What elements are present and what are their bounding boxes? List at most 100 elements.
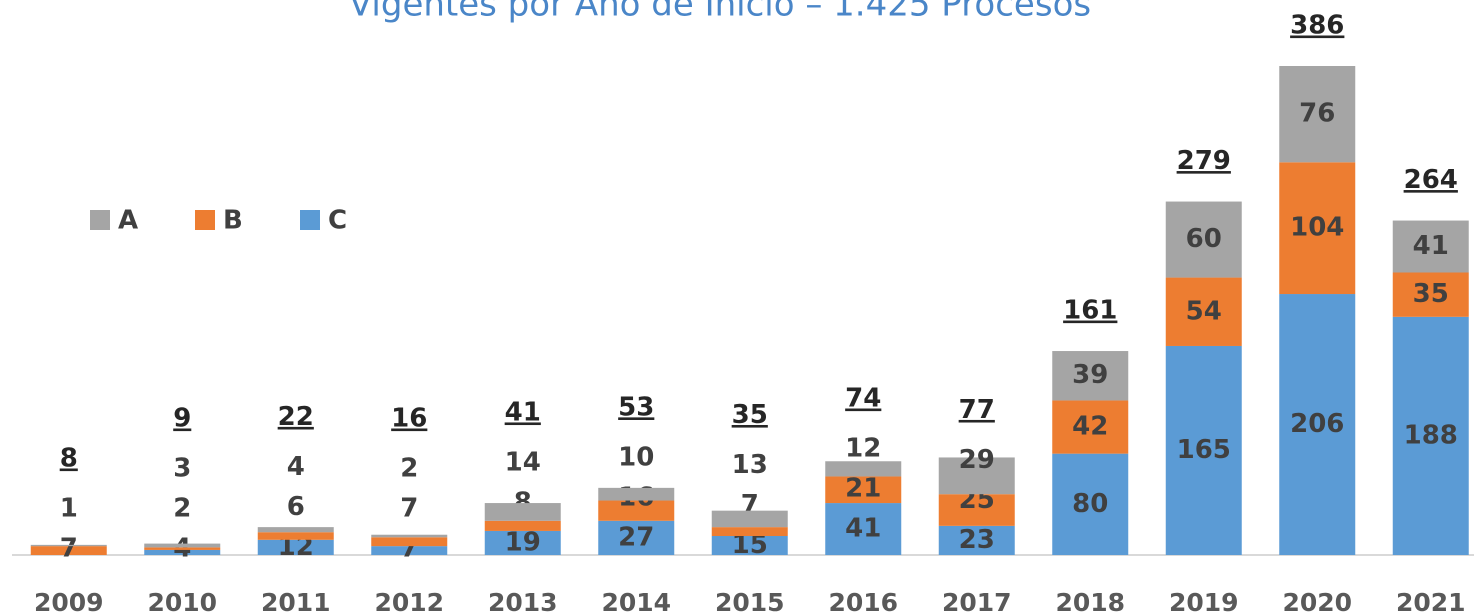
total-label: 35: [732, 400, 768, 430]
data-label: 2: [173, 494, 191, 524]
total-label: 77: [959, 395, 995, 425]
bar-segment: [484, 503, 561, 521]
x-tick-label: 2019: [1169, 588, 1239, 615]
bar-segment: [938, 457, 1015, 495]
bar-segment: [30, 544, 107, 547]
bar-segment: [598, 487, 675, 501]
bar-segment: [257, 539, 334, 555]
bar-segment: [1279, 162, 1356, 295]
x-tick-label: 2011: [261, 588, 331, 615]
legend-swatch: [300, 210, 320, 230]
total-label: 8: [60, 444, 78, 474]
data-label: 76: [1299, 99, 1335, 129]
data-label: 41: [845, 514, 881, 544]
data-label: 29: [959, 445, 995, 475]
legend-swatch: [195, 210, 215, 230]
data-label: 13: [732, 450, 768, 480]
data-label: 7: [400, 494, 418, 524]
data-label: 206: [1290, 409, 1344, 439]
bar-segment: [1279, 294, 1356, 555]
data-label: 41: [1413, 231, 1449, 261]
x-tick-label: 2021: [1396, 588, 1466, 615]
legend-label: A: [118, 206, 138, 236]
total-label: 386: [1290, 11, 1344, 41]
bar-segment: [1052, 453, 1129, 555]
total-label: 53: [618, 392, 654, 422]
bar-segment: [711, 535, 788, 555]
data-label: 10: [618, 442, 654, 472]
data-label: 35: [1413, 279, 1449, 309]
x-tick-label: 2020: [1282, 588, 1352, 615]
data-label: 19: [505, 527, 541, 557]
bar-segment: [144, 543, 221, 548]
bar-segment: [1052, 400, 1129, 454]
legend-label: C: [328, 206, 347, 236]
bar-segment: [1392, 272, 1469, 317]
data-label: 165: [1177, 435, 1231, 465]
data-label: 80: [1072, 489, 1108, 519]
bar-segment: [257, 532, 334, 540]
bar-segment: [371, 546, 448, 555]
data-label: 1: [60, 494, 78, 524]
data-label: 3: [173, 454, 191, 484]
bar-segment: [825, 476, 902, 504]
bar-segment: [938, 525, 1015, 555]
bar-segment: [825, 461, 902, 477]
x-tick-label: 2015: [715, 588, 785, 615]
data-label: 4: [287, 452, 305, 482]
bar-segment: [1279, 66, 1356, 163]
x-tick-label: 2013: [488, 588, 558, 615]
data-label: 2: [400, 454, 418, 484]
bar-segment: [1165, 277, 1242, 346]
legend-swatch: [90, 210, 110, 230]
data-label: 23: [959, 525, 995, 555]
bar-segment: [1392, 316, 1469, 555]
bar-segment: [1052, 351, 1129, 401]
bar-segment: [711, 527, 788, 536]
total-label: 264: [1404, 165, 1458, 195]
data-label: 104: [1290, 213, 1344, 243]
bar-segment: [484, 520, 561, 531]
x-tick-label: 2017: [942, 588, 1012, 615]
bar-segment: [371, 537, 448, 547]
bar-segment: [484, 530, 561, 555]
bar-segment: [938, 494, 1015, 526]
total-label: 41: [505, 397, 541, 427]
bar-segment: [144, 547, 221, 550]
legend-label: B: [223, 206, 243, 236]
data-label: 39: [1072, 360, 1108, 390]
bar-segment: [371, 534, 448, 538]
bar-segment: [1392, 220, 1469, 273]
bar-segment: [711, 510, 788, 528]
total-label: 161: [1063, 296, 1117, 326]
bar-segment: [30, 546, 107, 555]
data-label: 42: [1072, 412, 1108, 442]
bar-segment: [144, 549, 221, 555]
total-label: 22: [278, 402, 314, 432]
data-label: 21: [845, 474, 881, 504]
x-tick-label: 2016: [828, 588, 898, 615]
x-tick-label: 2012: [374, 588, 444, 615]
bar-segment: [825, 503, 902, 555]
data-label: 188: [1404, 420, 1458, 450]
bar-segment: [598, 520, 675, 555]
total-label: 279: [1177, 146, 1231, 176]
data-label: 6: [287, 492, 305, 522]
x-tick-label: 2010: [147, 588, 217, 615]
x-tick-label: 2014: [601, 588, 671, 615]
x-tick-label: 2018: [1055, 588, 1125, 615]
total-label: 74: [845, 384, 881, 414]
data-label: 27: [618, 522, 654, 552]
bar-segment: [257, 527, 334, 533]
bar-segment: [1165, 201, 1242, 278]
data-label: 54: [1186, 296, 1222, 326]
x-tick-label: 2009: [34, 588, 104, 615]
bar-segment: [1165, 345, 1242, 555]
bar-segment: [598, 500, 675, 521]
chart-title: Vigentes por Año de Inicio – 1.425 Proce…: [349, 0, 1091, 25]
total-label: 16: [391, 404, 427, 434]
data-label: 14: [505, 447, 541, 477]
total-label: 9: [173, 404, 191, 434]
data-label: 12: [845, 434, 881, 464]
